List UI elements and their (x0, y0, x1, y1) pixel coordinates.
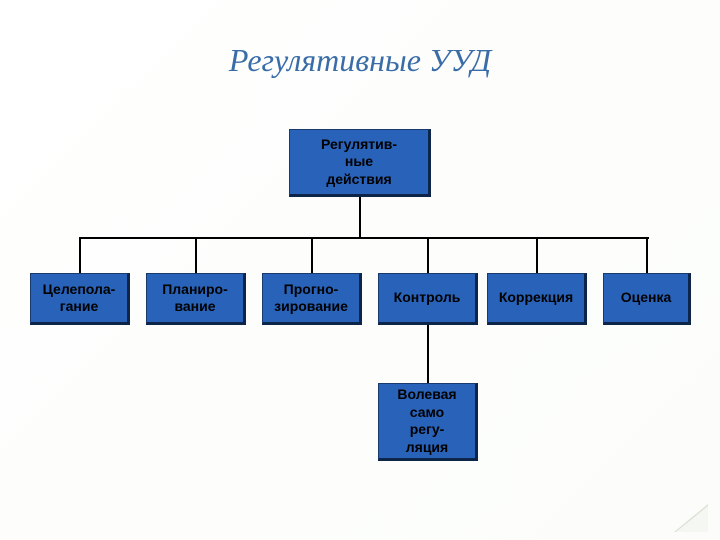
slide-corner-fold (674, 504, 708, 532)
slide-title: Регулятивные УУД (0, 42, 720, 79)
child-node-5: Оценка (603, 273, 691, 325)
child-node-4: Коррекция (487, 273, 587, 325)
child-node-2: Прогно-зирование (262, 273, 362, 325)
child-node-1: Планиро-вание (146, 273, 246, 325)
grandchild-node: Волеваясаморегу-ляция (378, 383, 478, 461)
child-node-0: Целепола-гание (30, 273, 130, 325)
child-node-3: Контроль (378, 273, 478, 325)
root-node: Регулятив-ныедействия (289, 129, 431, 197)
